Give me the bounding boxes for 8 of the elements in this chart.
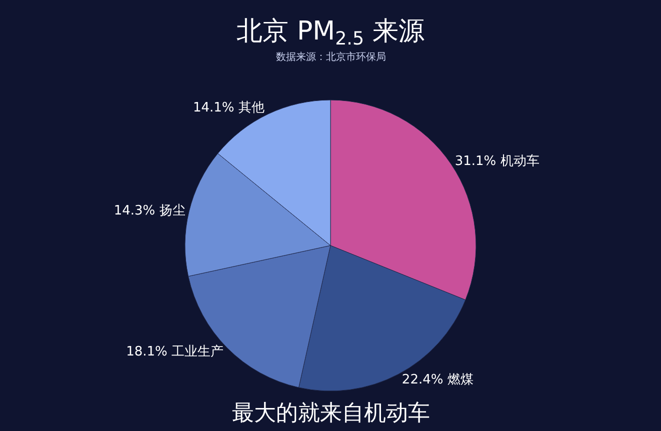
slice-label: 14.1% 其他 (192, 100, 264, 116)
slice-label: 18.1% 工业生产 (126, 344, 224, 360)
slice-label: 14.3% 扬尘 (114, 204, 186, 219)
chart-title: 北京 PM$_{2.5}$ 来源 (236, 16, 424, 50)
text: 最大的就来自机动车 (232, 401, 430, 426)
slice-label: 31.1% 机动车 (454, 154, 540, 170)
slice-label: 22.4% 燃煤 (402, 372, 474, 388)
chart-subtitle: 数据来源：北京市环保局 (276, 51, 386, 63)
